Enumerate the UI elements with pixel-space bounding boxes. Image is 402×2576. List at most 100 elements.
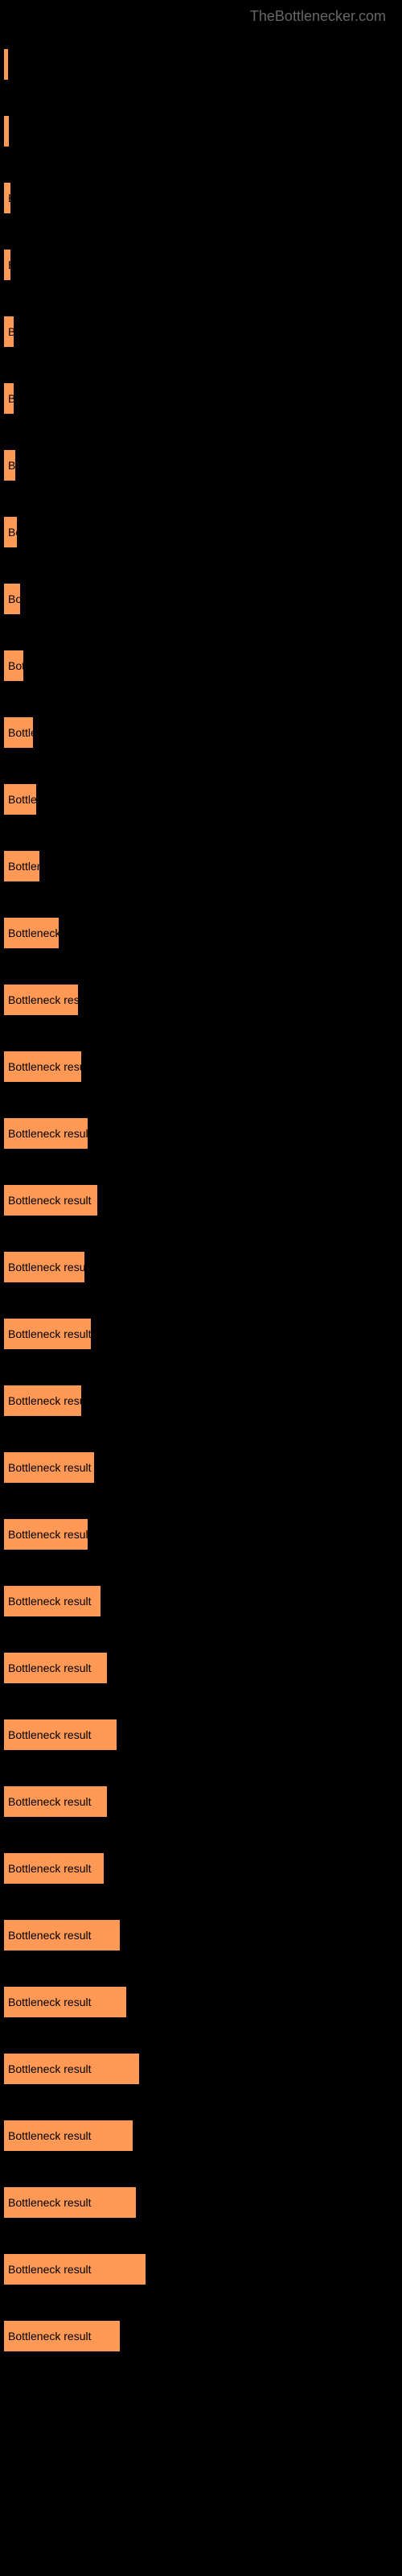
bar-row: Bottleneck result <box>4 1385 402 1416</box>
bar: Bottleneck result <box>4 2054 139 2084</box>
bar-label: Bottleneck result <box>8 192 10 204</box>
bar: Bottleneck result <box>4 1252 84 1282</box>
bar-row: Bottleneck result <box>4 1452 402 1483</box>
bar-label: Bottleneck result <box>8 659 23 672</box>
bar-label: Bottleneck result <box>8 1394 81 1407</box>
bar-label: Bottleneck result <box>8 793 36 806</box>
bar: Bottleneck result <box>4 383 14 414</box>
bar: Bottleneck result <box>4 1319 91 1349</box>
bar-row: Bottleneck result <box>4 918 402 948</box>
bar-row: Bottleneck result <box>4 316 402 347</box>
bar: Bottleneck result <box>4 2120 133 2151</box>
bar-label: Bottleneck result <box>8 1461 92 1474</box>
bar: Bottleneck result <box>4 1185 97 1216</box>
bar: Bottleneck result <box>4 1987 126 2017</box>
bar-label: Bottleneck result <box>8 1595 92 1608</box>
bar: Bottleneck result <box>4 1452 94 1483</box>
bar: Bottleneck result <box>4 2321 120 2351</box>
bar-row: Bottleneck result <box>4 2321 402 2351</box>
bar-row: Bottleneck result <box>4 49 402 80</box>
bar: Bottleneck result <box>4 851 39 881</box>
bar: Bottleneck result <box>4 650 23 681</box>
bar-row: Bottleneck result <box>4 1319 402 1349</box>
bar-row: Bottleneck result <box>4 183 402 213</box>
bar-row: Bottleneck result <box>4 784 402 815</box>
bar-label: Bottleneck result <box>8 1327 91 1340</box>
bar-row: Bottleneck result <box>4 717 402 748</box>
bar-row: Bottleneck result <box>4 650 402 681</box>
bar: Bottleneck result <box>4 450 15 481</box>
bar-label: Bottleneck result <box>8 459 15 472</box>
bar-row: Bottleneck result <box>4 985 402 1015</box>
bar: Bottleneck result <box>4 1519 88 1550</box>
bar-row: Bottleneck result <box>4 1051 402 1082</box>
bar-label: Bottleneck result <box>8 1662 92 1674</box>
bar-row: Bottleneck result <box>4 2054 402 2084</box>
bar: Bottleneck result <box>4 49 8 80</box>
bar-label: Bottleneck result <box>8 860 39 873</box>
bar-row: Bottleneck result <box>4 1719 402 1750</box>
bar-label: Bottleneck result <box>8 1528 88 1541</box>
bar-label: Bottleneck result <box>8 2062 92 2075</box>
bar: Bottleneck result <box>4 1385 81 1416</box>
bar: Bottleneck result <box>4 316 14 347</box>
bar-label: Bottleneck result <box>8 1862 92 1875</box>
bar: Bottleneck result <box>4 1586 100 1616</box>
bar-row: Bottleneck result <box>4 584 402 614</box>
bar: Bottleneck result <box>4 250 10 280</box>
bar: Bottleneck result <box>4 183 10 213</box>
bar-chart: Bottleneck result Bottleneck result Bottle… <box>0 33 402 2404</box>
bar-row: Bottleneck result <box>4 2254 402 2285</box>
bar-label: Bottleneck result <box>8 1728 92 1741</box>
bar-row: Bottleneck result <box>4 1252 402 1282</box>
bar: Bottleneck result <box>4 1786 107 1817</box>
bar: Bottleneck result <box>4 717 33 748</box>
bar: Bottleneck result <box>4 1853 104 1884</box>
bar-label: Bottleneck result <box>8 1996 92 2008</box>
bar-row: Bottleneck result <box>4 1920 402 1951</box>
bar-label: Bottleneck result <box>8 726 33 739</box>
bar-label: Bottleneck result <box>8 125 9 138</box>
bar: Bottleneck result <box>4 985 78 1015</box>
bar: Bottleneck result <box>4 1719 117 1750</box>
bar-label: Bottleneck result <box>8 1060 81 1073</box>
bar-label: Bottleneck result <box>8 1127 88 1140</box>
bar-row: Bottleneck result <box>4 1586 402 1616</box>
bar: Bottleneck result <box>4 116 9 147</box>
bar-row: Bottleneck result <box>4 2187 402 2218</box>
bar-label: Bottleneck result <box>8 1261 84 1274</box>
bar-label: Bottleneck result <box>8 993 78 1006</box>
bar-row: Bottleneck result <box>4 851 402 881</box>
bar: Bottleneck result <box>4 784 36 815</box>
bar-label: Bottleneck result <box>8 2129 92 2142</box>
bar-row: Bottleneck result <box>4 250 402 280</box>
bar-label: Bottleneck result <box>8 325 14 338</box>
bar: Bottleneck result <box>4 1118 88 1149</box>
bar: Bottleneck result <box>4 1051 81 1082</box>
bar: Bottleneck result <box>4 2254 146 2285</box>
bar-label: Bottleneck result <box>8 927 59 939</box>
bar-row: Bottleneck result <box>4 383 402 414</box>
bar-label: Bottleneck result <box>8 2330 92 2343</box>
bar-row: Bottleneck result <box>4 517 402 547</box>
bar-row: Bottleneck result <box>4 1185 402 1216</box>
bar: Bottleneck result <box>4 918 59 948</box>
bar-label: Bottleneck result <box>8 1194 92 1207</box>
bar-row: Bottleneck result <box>4 116 402 147</box>
bar: Bottleneck result <box>4 517 17 547</box>
bar-label: Bottleneck result <box>8 1795 92 1808</box>
bar: Bottleneck result <box>4 1653 107 1683</box>
watermark-text: TheBottlenecker.com <box>0 0 402 33</box>
bar-label: Bottleneck result <box>8 526 17 539</box>
bar: Bottleneck result <box>4 584 20 614</box>
bar-row: Bottleneck result <box>4 1653 402 1683</box>
bar-row: Bottleneck result <box>4 1853 402 1884</box>
bar-row: Bottleneck result <box>4 1786 402 1817</box>
bar: Bottleneck result <box>4 2187 136 2218</box>
bar: Bottleneck result <box>4 1920 120 1951</box>
bar-label: Bottleneck result <box>8 2196 92 2209</box>
bar-row: Bottleneck result <box>4 2120 402 2151</box>
bar-label: Bottleneck result <box>8 392 14 405</box>
bar-label: Bottleneck result <box>8 258 10 271</box>
bar-row: Bottleneck result <box>4 1118 402 1149</box>
